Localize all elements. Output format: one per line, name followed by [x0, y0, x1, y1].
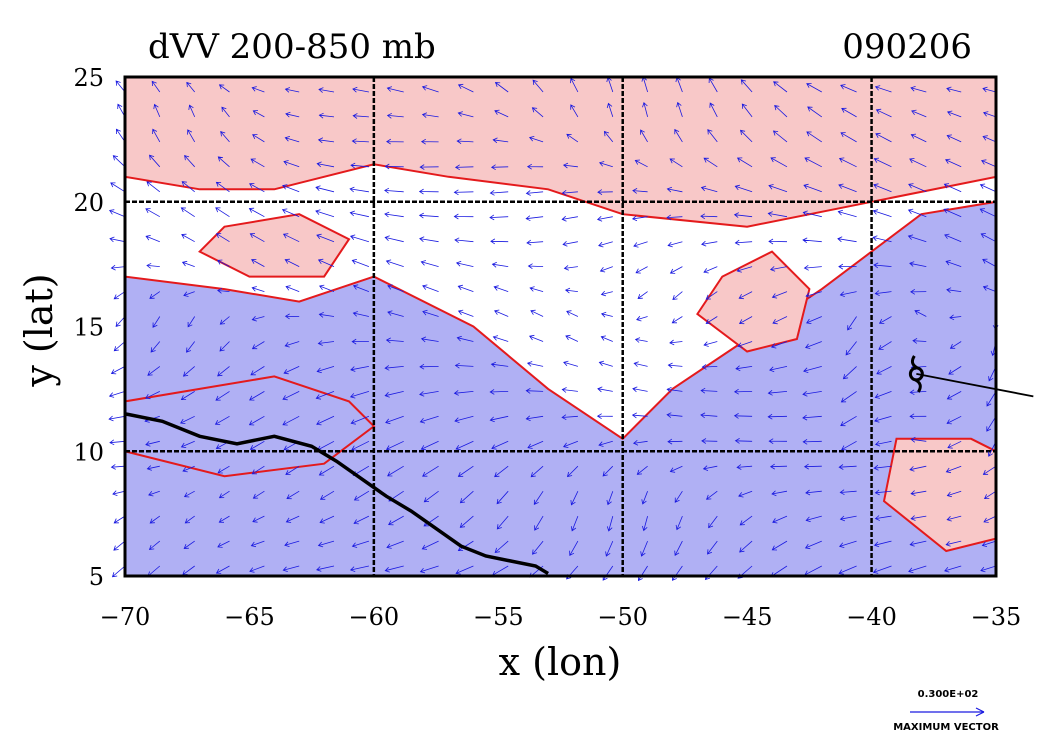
date-label: 090206: [842, 27, 972, 67]
y-axis-label: y (lat): [17, 273, 61, 387]
x-tick-label: −60: [349, 603, 400, 631]
y-tick-label: 5: [89, 563, 104, 591]
coastline: [124, 412, 550, 576]
y-tick-label: 10: [73, 438, 104, 466]
positive-region-1: [696, 250, 811, 353]
x-tick-label: −35: [971, 603, 1022, 631]
y-tick-label: 25: [73, 64, 104, 92]
positive-region-3: [198, 213, 351, 278]
storm-track: [916, 373, 1034, 398]
x-tick-label: −50: [597, 603, 648, 631]
chart-title: dVV 200-850 mb: [148, 27, 436, 67]
reference-vector-legend: 0.300E+02 MAXIMUM VECTOR: [893, 689, 999, 733]
x-tick-label: −40: [846, 603, 897, 631]
y-tick-label: 15: [73, 314, 104, 342]
storm-layer: [908, 355, 1034, 398]
storm-marker-tail: [910, 355, 922, 393]
x-tick-label: −65: [224, 603, 275, 631]
y-tick-label: 20: [73, 189, 104, 217]
x-tick-label: −55: [473, 603, 524, 631]
plot-frame: [123, 75, 998, 578]
graticule: [125, 77, 996, 576]
x-tick-label: −45: [722, 603, 773, 631]
reference-vector-value: 0.300E+02: [918, 689, 979, 700]
coastline-layer: [124, 412, 550, 576]
x-tick-labels: −70 −65 −60 −55 −50 −45 −40 −35: [100, 603, 1022, 631]
x-axis-label: x (lon): [499, 640, 622, 684]
positive-region-2: [882, 437, 996, 553]
y-tick-labels: 5 10 15 20 25: [73, 64, 104, 591]
reference-vector-caption: MAXIMUM VECTOR: [893, 722, 999, 733]
filled-regions: [125, 77, 996, 576]
reference-vector-arrowhead: [975, 707, 985, 717]
x-tick-label: −70: [100, 603, 151, 631]
